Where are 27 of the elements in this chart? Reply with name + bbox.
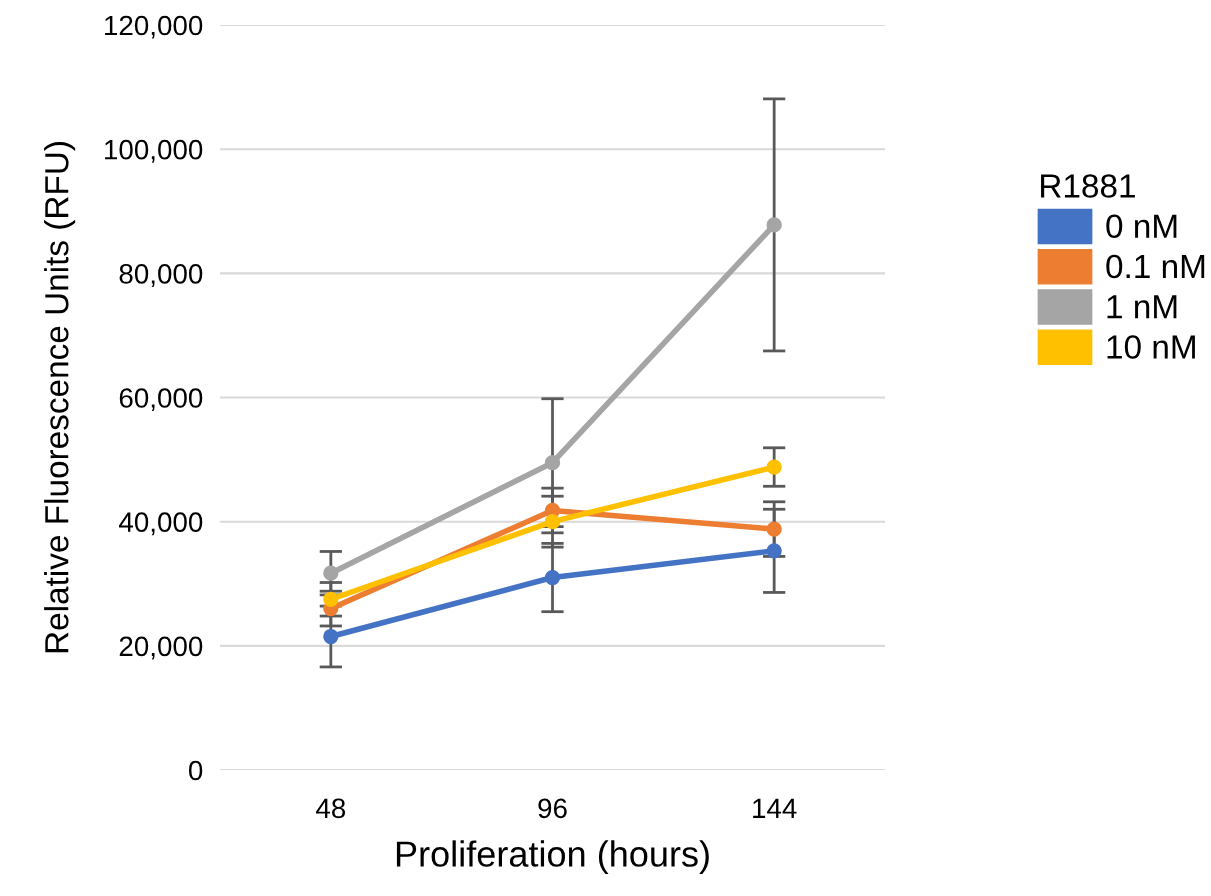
y-tick-label: 100,000 [105, 139, 203, 163]
point [544, 569, 561, 586]
point [766, 521, 782, 537]
point [323, 591, 339, 607]
y-tick-label: 20,000 [119, 636, 203, 660]
x-tick-label: 96 [538, 798, 567, 819]
point [544, 514, 561, 530]
point [766, 459, 782, 475]
point [766, 217, 782, 233]
x-tick-label: 48 [316, 798, 346, 819]
y-tick-label: 60,000 [119, 388, 203, 412]
y-tick-label: 0 [188, 760, 203, 781]
x-tick-label: 144 [753, 798, 797, 818]
legend-label: 1 nM [1107, 295, 1177, 319]
point [544, 455, 561, 471]
point [323, 628, 339, 645]
point [323, 565, 339, 581]
point [766, 543, 782, 559]
legend-title: R1881 [1041, 174, 1135, 198]
y-tick-label: 80,000 [119, 264, 203, 287]
legend-label: 10 nM [1107, 335, 1195, 359]
y-axis-title: Relative Fluorescence Units (RFU) [44, 142, 76, 653]
legend-label: 0.1 nM [1106, 254, 1205, 279]
y-tick-label: 120,000 [105, 15, 203, 39]
legend-label: 0 nM [1106, 214, 1177, 239]
x-axis-title: Proliferation (hours) [396, 840, 709, 874]
y-tick-label: 40,000 [119, 512, 203, 536]
